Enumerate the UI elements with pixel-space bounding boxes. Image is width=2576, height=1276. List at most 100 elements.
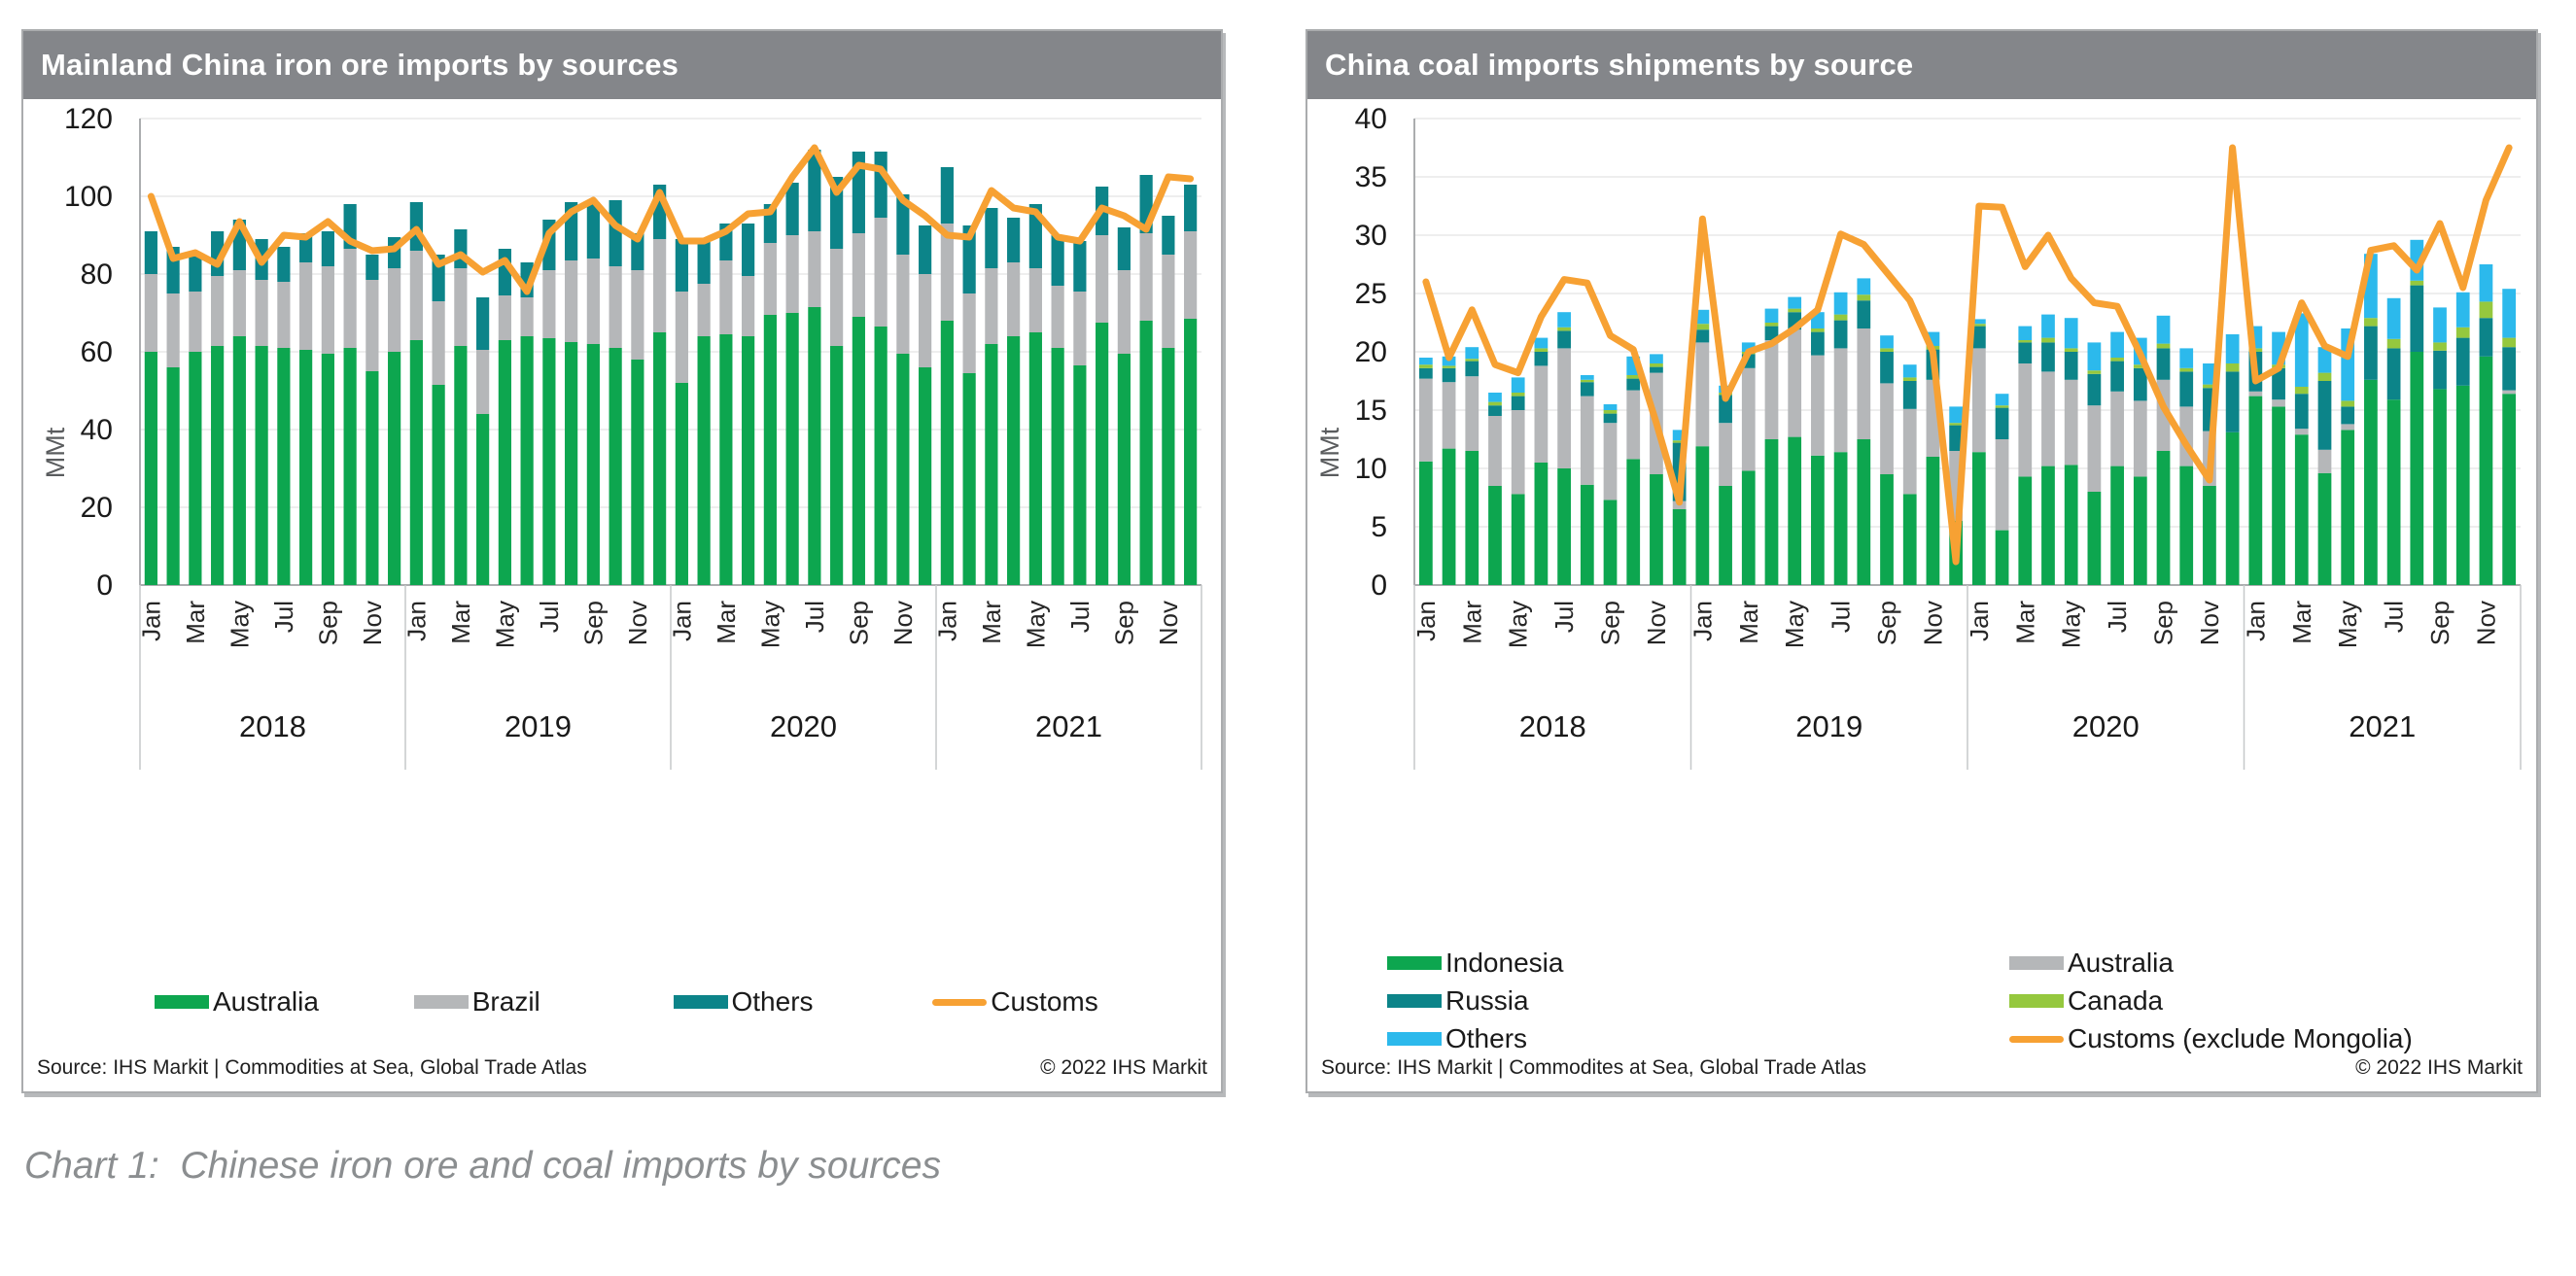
bar-segment <box>2364 379 2378 585</box>
bar-segment <box>2502 347 2517 391</box>
legend-label: Australia <box>213 986 319 1017</box>
month-tick-label: Mar <box>2287 601 2316 644</box>
month-tick-labels: Jan Mar May Jul Sep Nov Jan Mar May Jul Sep Nov Jan M… <box>1411 601 2501 648</box>
iron-ore-chart-title: Mainland China iron ore imports by sourc… <box>41 48 679 82</box>
bar-segment <box>211 276 225 346</box>
source-note: Source: IHS Markit | Commodites at Sea, … <box>1321 1056 1867 1079</box>
legend-label: Indonesia <box>1445 948 1564 978</box>
bar-segment <box>1650 354 1663 363</box>
bar-segment <box>2179 348 2194 368</box>
bar-segment <box>1626 390 1641 460</box>
bar-segment <box>1511 396 1525 410</box>
bar-segment <box>2110 331 2124 358</box>
bar-segment <box>896 194 910 255</box>
bar-segment <box>962 293 976 373</box>
bar-segment <box>586 202 600 259</box>
bar-segment <box>2203 486 2216 585</box>
legend-label: Others <box>1445 1023 1528 1053</box>
bar-segment <box>1534 337 1549 349</box>
bar-segment <box>232 270 246 336</box>
year-label: 2019 <box>505 709 572 743</box>
bar-segment <box>476 297 490 350</box>
bar-segment <box>1995 439 2009 531</box>
bar-segment <box>1139 233 1153 321</box>
bar-segment <box>277 282 291 348</box>
bar-segment <box>1811 331 1825 356</box>
iron-ore-chart-plot-area: 0 20 40 60 80 100 120 MMt Jan Mar May Jul Sep Nov Jan M… <box>23 99 1221 779</box>
bar-segment <box>321 354 334 585</box>
bar-segment <box>1007 262 1021 336</box>
bar-segment <box>454 268 468 346</box>
legend-item: Russia <box>1387 985 2009 1017</box>
bar-segment <box>2018 476 2033 585</box>
bar-segment <box>565 342 578 585</box>
bar-segment <box>2179 367 2194 372</box>
month-tick-label: Sep <box>2425 601 2454 645</box>
month-tick-label: Jan <box>1965 601 1994 641</box>
bar-segment <box>366 255 379 280</box>
bar-segment <box>609 348 622 585</box>
bar-segment <box>166 367 180 585</box>
bar-segment <box>189 352 202 585</box>
legend-swatch-brazil <box>413 995 469 1009</box>
customs-line <box>147 144 1195 295</box>
bar-segment <box>2479 264 2493 302</box>
bar-segment <box>2479 301 2493 319</box>
bar-segment <box>2341 406 2355 425</box>
bar-segment <box>852 317 865 585</box>
legend-item: Others <box>673 986 933 1017</box>
bar-segment <box>763 315 777 585</box>
bar-segment <box>565 260 578 342</box>
month-tick-label: May <box>2057 601 2086 648</box>
bar-segment <box>2386 399 2401 585</box>
bar-segment <box>1442 448 1456 585</box>
bar-segment <box>874 327 888 585</box>
bar-segment <box>2087 492 2102 585</box>
bar-segment <box>476 414 490 585</box>
bar-segment <box>1880 383 1894 474</box>
bar-segment <box>2041 342 2055 372</box>
bar-segment <box>1626 378 1641 391</box>
bar-segment <box>1971 319 1986 325</box>
bar-segment <box>940 167 954 224</box>
legend-swatch-canada <box>2009 994 2064 1008</box>
bar-segment <box>2041 466 2055 585</box>
bar-segment <box>1557 327 1571 331</box>
bar-segment <box>1418 367 1433 379</box>
bar-segment <box>631 270 644 360</box>
month-tick-label: Jul <box>269 601 298 633</box>
bar-segment <box>1971 452 1986 585</box>
month-tick-label: Nov <box>358 601 387 645</box>
month-tick-label: Sep <box>1596 601 1625 645</box>
legend-item: Customs (exclude Mongolia) <box>2009 1023 2507 1054</box>
bar-segment <box>631 233 644 270</box>
bar-segment <box>144 352 157 585</box>
stacked-bars-layer <box>1418 239 2517 585</box>
month-tick-label: Jul <box>1549 601 1579 633</box>
bar-segment <box>2133 400 2147 477</box>
bar-segment <box>1488 401 1502 406</box>
coal-chart-legend: Indonesia Australia Russia Canada Others Cust… <box>1387 948 2507 1054</box>
iron-ore-chart-title-bar: Mainland China iron ore imports by sourc… <box>23 31 1221 99</box>
bar-segment <box>2064 352 2078 380</box>
bar-segment <box>2110 361 2124 392</box>
bar-segment <box>1833 320 1848 349</box>
bar-segment <box>2479 356 2493 585</box>
bar-segment <box>2087 373 2102 406</box>
legend-item: Australia <box>2009 948 2507 979</box>
bar-segment <box>1764 439 1779 585</box>
bar-segment <box>2110 358 2124 362</box>
bar-segment <box>2341 430 2355 585</box>
bar-segment <box>985 208 998 268</box>
month-tick-label: May <box>1021 601 1050 648</box>
bar-segment <box>830 346 844 585</box>
bar-segment <box>2364 326 2378 380</box>
bar-segment <box>1995 530 2009 585</box>
bar-segment <box>1995 394 2009 406</box>
bar-segment <box>2317 372 2332 381</box>
y-tick-label: 40 <box>81 414 113 446</box>
bar-segment <box>388 268 401 352</box>
gridlines <box>140 118 1201 586</box>
bar-segment <box>1511 494 1525 585</box>
month-tick-label: Sep <box>313 601 342 645</box>
